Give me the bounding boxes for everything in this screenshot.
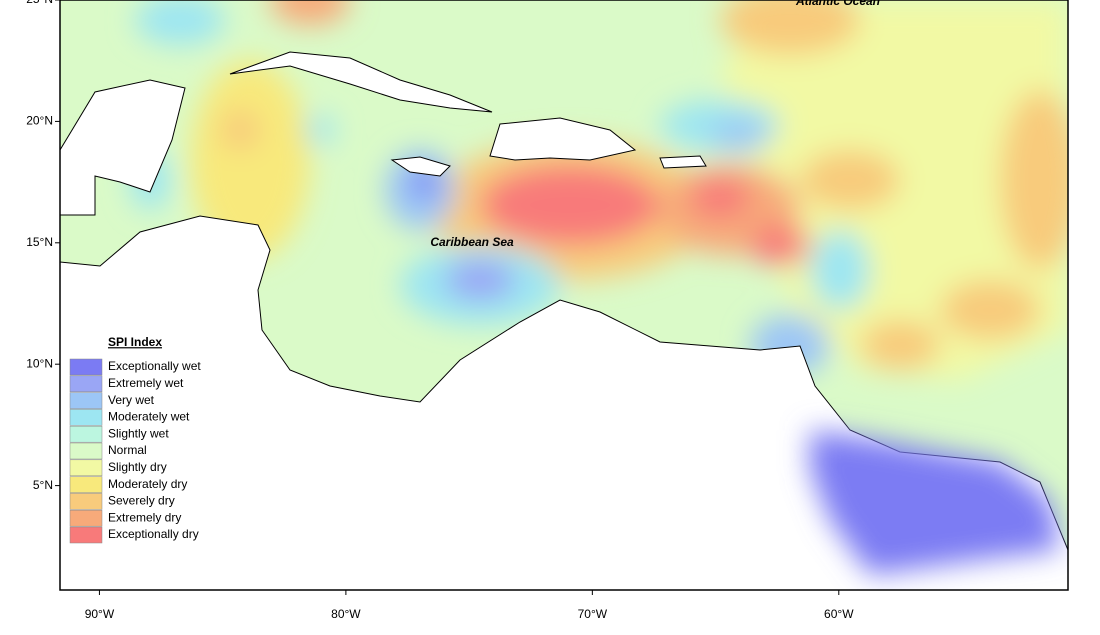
jamaica <box>390 156 451 177</box>
y-tick-label: 10°N <box>26 356 53 370</box>
spi-field <box>60 0 1068 590</box>
legend-label: Severely dry <box>108 494 175 508</box>
map-frame <box>59 0 1069 591</box>
x-tick-label: 80°W <box>331 607 361 621</box>
legend-swatch <box>69 392 103 409</box>
ocean-label: Atlantic Ocean <box>795 0 880 8</box>
legend-title: SPI Index <box>108 335 162 349</box>
x-tick-label: 60°W <box>824 607 854 621</box>
legend-swatch <box>69 459 103 477</box>
y-tick-label: 20°N <box>26 114 53 128</box>
legend-label: Moderately wet <box>108 410 190 424</box>
legend-label: Slightly dry <box>108 460 167 474</box>
sea-label: Caribbean Sea <box>430 235 514 249</box>
x-tick-label: 70°W <box>578 607 608 621</box>
legend-label: Exceptionally dry <box>108 527 199 541</box>
hispaniola <box>489 117 637 161</box>
legend-label: Moderately dry <box>108 477 187 491</box>
legend-label: Normal <box>108 443 147 457</box>
legend-label: Extremely dry <box>108 510 181 524</box>
legend-swatch <box>69 509 103 527</box>
legend-swatch <box>69 442 103 460</box>
mexico-yucatan <box>60 79 186 216</box>
legend-label: Exceptionally wet <box>108 359 201 373</box>
legend-swatch <box>69 425 103 443</box>
legend-label: Very wet <box>108 393 155 407</box>
y-tick-label: 15°N <box>26 235 53 249</box>
legend-label: Extremely wet <box>108 376 184 390</box>
legend-label: Slightly wet <box>108 426 169 440</box>
puerto-rico <box>659 155 707 169</box>
legend-swatch <box>69 375 103 393</box>
legend-swatch <box>69 493 103 510</box>
legend-swatch <box>69 526 103 544</box>
y-tick-label: 5°N <box>33 478 53 492</box>
x-tick-label: 90°W <box>85 607 115 621</box>
cuba <box>229 51 493 113</box>
y-tick-label: 25°N <box>26 0 53 6</box>
legend-swatch <box>69 409 103 426</box>
legend-swatch <box>69 476 103 493</box>
legend-swatch <box>69 358 103 376</box>
